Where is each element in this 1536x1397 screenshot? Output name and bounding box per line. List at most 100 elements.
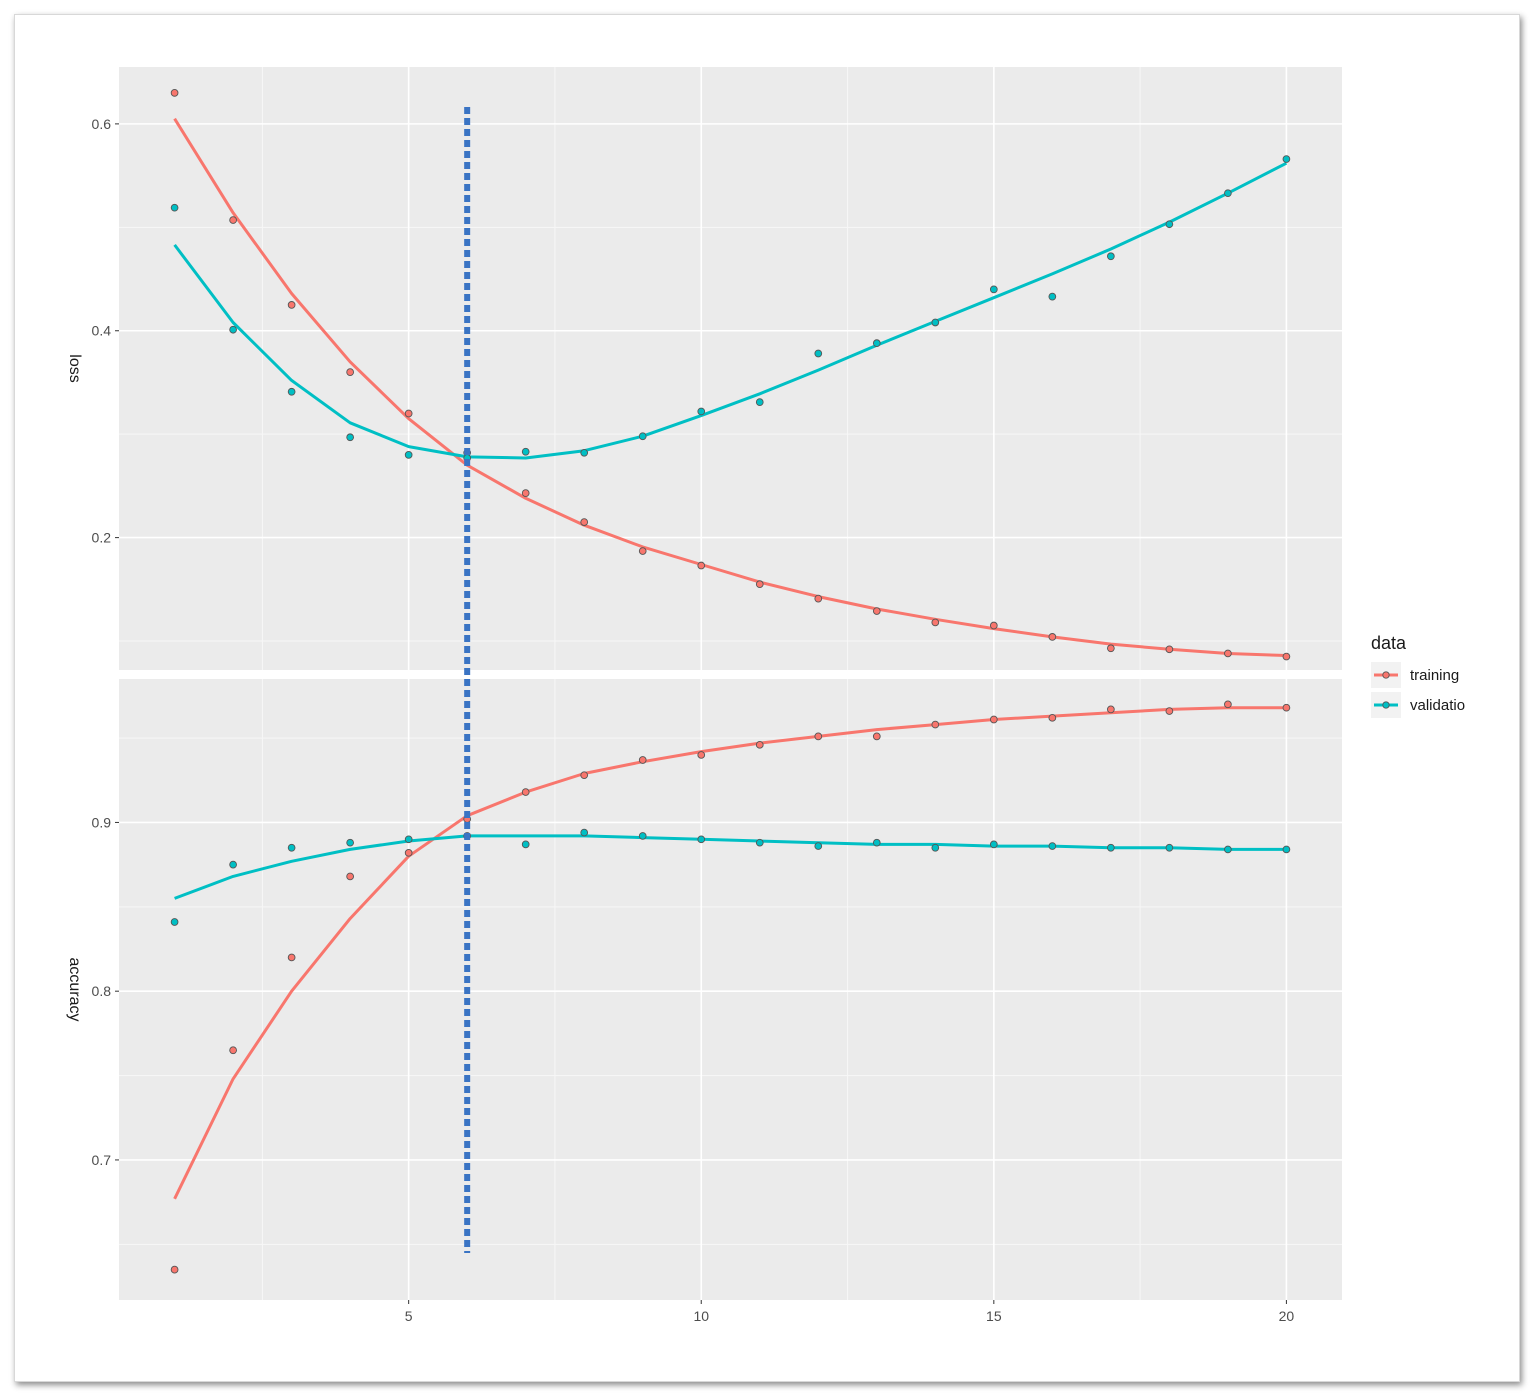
data-point-validatio bbox=[1048, 292, 1057, 301]
data-point-validatio bbox=[404, 835, 413, 844]
data-point-training bbox=[697, 561, 706, 570]
data-point-validatio bbox=[287, 843, 296, 852]
panel-background bbox=[119, 67, 1342, 670]
data-point-training bbox=[404, 848, 413, 857]
data-point-training bbox=[638, 547, 647, 555]
data-point-validatio bbox=[1165, 220, 1174, 229]
data-point-training bbox=[521, 788, 530, 796]
data-point-training bbox=[697, 751, 706, 759]
legend-title: data bbox=[1371, 633, 1407, 653]
data-point-validatio bbox=[872, 339, 881, 348]
legend-entry-training: training bbox=[1371, 662, 1459, 688]
legend: data training validatio bbox=[1371, 633, 1465, 718]
data-point-training bbox=[287, 953, 296, 962]
data-point-training bbox=[872, 607, 881, 615]
y-tick-label: 0.4 bbox=[92, 323, 112, 339]
data-point-validatio bbox=[872, 838, 881, 847]
y-axis-title: accuracy bbox=[66, 957, 83, 1021]
data-point-training bbox=[580, 518, 589, 526]
y-tick-label: 0.2 bbox=[92, 530, 112, 546]
data-point-validatio bbox=[931, 318, 940, 327]
data-point-training bbox=[931, 618, 940, 627]
data-point-validatio bbox=[404, 451, 413, 459]
data-point-validatio bbox=[1048, 842, 1057, 850]
data-point-training bbox=[287, 301, 296, 309]
data-point-training bbox=[346, 872, 354, 881]
x-tick-label: 15 bbox=[986, 1308, 1002, 1324]
data-point-training bbox=[989, 715, 998, 724]
data-point-validatio bbox=[229, 860, 237, 869]
data-point-training bbox=[1107, 705, 1115, 714]
legend-key-point bbox=[1382, 671, 1390, 679]
y-tick-label: 0.6 bbox=[92, 116, 112, 132]
data-point-validatio bbox=[521, 447, 530, 456]
data-point-validatio bbox=[170, 203, 179, 212]
data-point-validatio bbox=[638, 432, 647, 441]
data-point-validatio bbox=[989, 285, 998, 294]
data-point-training bbox=[755, 580, 764, 589]
data-point-training bbox=[814, 594, 823, 603]
data-point-validatio bbox=[521, 840, 530, 849]
y-tick-label: 0.8 bbox=[92, 983, 112, 999]
series-line-training bbox=[173, 706, 1287, 1200]
x-tick-label: 20 bbox=[1279, 1308, 1295, 1324]
data-point-training bbox=[1107, 644, 1115, 653]
data-point-validatio bbox=[931, 843, 940, 852]
data-point-training bbox=[814, 732, 823, 741]
data-point-validatio bbox=[989, 840, 998, 849]
y-axis-title: loss bbox=[66, 354, 83, 382]
data-point-validatio bbox=[1282, 845, 1291, 854]
data-point-validatio bbox=[814, 349, 823, 358]
data-point-validatio bbox=[346, 838, 354, 847]
data-point-training bbox=[1282, 652, 1291, 661]
data-point-validatio bbox=[1107, 843, 1115, 852]
x-tick-label: 5 bbox=[405, 1308, 413, 1324]
data-point-validatio bbox=[346, 433, 354, 442]
data-point-validatio bbox=[580, 828, 589, 837]
panel-accuracy: 0.7 0.8 0.9 accuracy bbox=[66, 679, 1342, 1300]
data-point-training bbox=[521, 489, 530, 497]
legend-key-point bbox=[1382, 701, 1390, 709]
data-point-training bbox=[1165, 707, 1174, 715]
data-point-training bbox=[1224, 700, 1232, 709]
data-point-training bbox=[170, 89, 179, 97]
data-point-training bbox=[989, 621, 998, 630]
data-point-validatio bbox=[170, 918, 179, 926]
legend-entry-validatio: validatio bbox=[1371, 692, 1465, 718]
data-point-training bbox=[1165, 645, 1174, 654]
data-point-validatio bbox=[755, 838, 764, 847]
series-line-validatio bbox=[174, 834, 1287, 900]
data-point-training bbox=[1224, 649, 1232, 658]
data-point-validatio bbox=[697, 835, 706, 844]
data-point-training bbox=[1048, 713, 1057, 722]
data-point-training bbox=[580, 771, 589, 780]
data-point-training bbox=[404, 409, 413, 418]
data-point-validatio bbox=[287, 387, 296, 396]
legend-label: training bbox=[1410, 667, 1459, 684]
data-point-validatio bbox=[1107, 252, 1115, 261]
y-tick-label: 0.9 bbox=[92, 814, 112, 830]
panel-loss: 0.2 0.4 0.6 loss bbox=[66, 67, 1342, 670]
data-point-validatio bbox=[638, 832, 647, 840]
series-line-training bbox=[173, 117, 1287, 657]
data-point-training bbox=[638, 756, 647, 764]
data-point-training bbox=[346, 368, 354, 376]
data-point-validatio bbox=[697, 407, 706, 416]
series-line-validatio bbox=[173, 161, 1288, 460]
data-point-validatio bbox=[229, 325, 237, 334]
data-point-validatio bbox=[580, 448, 589, 457]
y-tick-label: 0.7 bbox=[92, 1152, 112, 1168]
data-point-training bbox=[755, 740, 764, 749]
data-point-training bbox=[872, 732, 881, 741]
legend-label: validatio bbox=[1410, 697, 1465, 714]
data-point-validatio bbox=[814, 842, 823, 850]
data-point-training bbox=[1282, 703, 1291, 712]
data-point-training bbox=[229, 1046, 237, 1055]
data-point-validatio bbox=[755, 398, 764, 406]
data-point-validatio bbox=[1224, 845, 1232, 854]
x-tick-label: 10 bbox=[693, 1308, 709, 1324]
data-point-training bbox=[931, 720, 940, 729]
data-point-validatio bbox=[1282, 155, 1291, 163]
data-point-validatio bbox=[1165, 843, 1174, 852]
